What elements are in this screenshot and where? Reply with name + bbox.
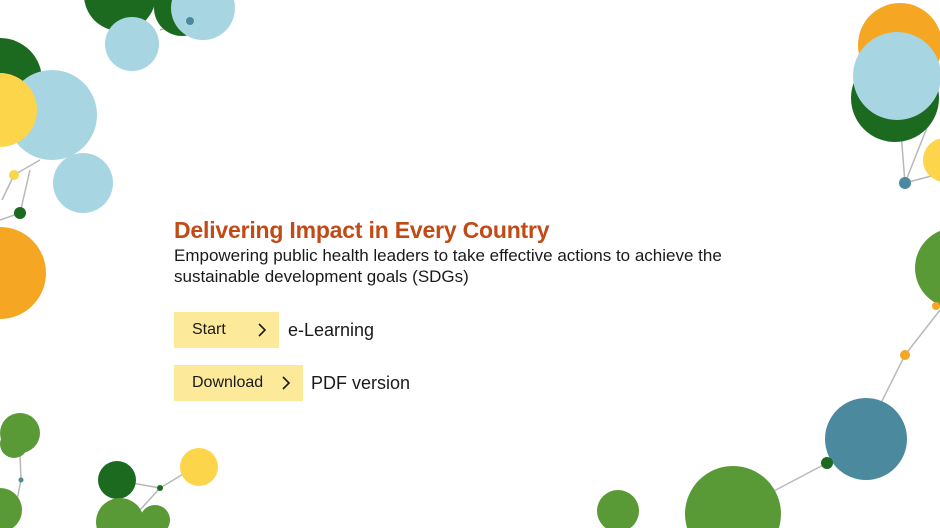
chevron-right-icon [282,376,291,390]
pdf-version-label: PDF version [311,372,411,393]
elearning-label: e-Learning [288,319,375,340]
download-pdf-row: Download PDF version [174,365,410,401]
page-subtitle: Empowering public health leaders to take… [174,246,722,286]
download-button-label: Download [192,374,264,391]
page-title: Delivering Impact in Every Country [174,217,550,243]
download-button[interactable]: Download [174,365,303,401]
chevron-right-icon [258,323,267,337]
start-button-label: Start [192,321,226,338]
start-button[interactable]: Start [174,312,279,348]
start-elearning-row: Start e-Learning [174,312,374,348]
hero-section: Delivering Impact in Every Country Empow… [174,216,794,287]
